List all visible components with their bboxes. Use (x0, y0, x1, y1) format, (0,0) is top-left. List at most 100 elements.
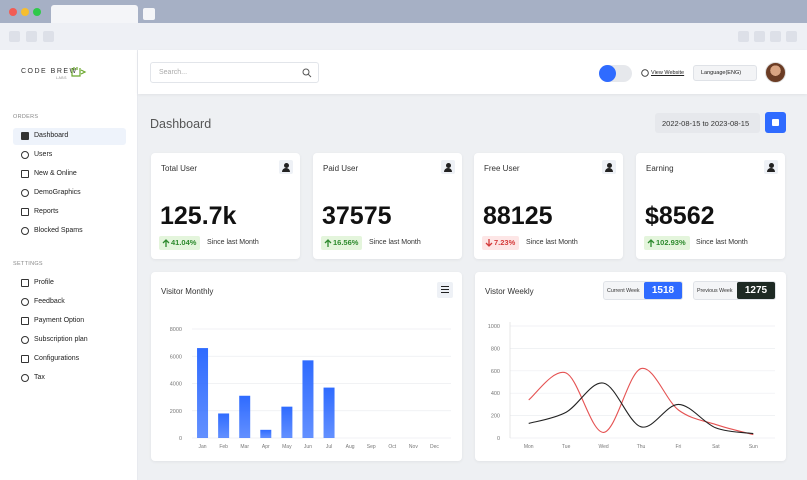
date-range[interactable]: 2022-08-15 to 2023-08-15 (655, 113, 760, 133)
toolbar-icon[interactable] (43, 31, 54, 42)
toolbar-icon[interactable] (26, 31, 37, 42)
stat-icon (764, 160, 778, 174)
y-tick-label: 800 (491, 346, 500, 352)
browser-top-bar (0, 0, 807, 23)
stat-note: Since last Month (369, 239, 421, 246)
nav-icon (21, 151, 29, 159)
calendar-button[interactable] (765, 112, 786, 133)
x-tick-label: Sun (749, 444, 758, 450)
nav-label: Tax (34, 374, 45, 381)
nav-icon (21, 355, 29, 363)
nav-item[interactable]: Users (13, 147, 126, 164)
close-dot[interactable] (9, 8, 17, 16)
x-tick-label: Jan (199, 444, 207, 450)
user-head (606, 162, 612, 168)
change-arrow (485, 239, 493, 247)
bar (197, 348, 209, 438)
search-placeholder: Search... (159, 69, 188, 76)
avatar[interactable] (765, 62, 786, 83)
stat-value: 37575 (322, 202, 392, 230)
toolbar-icon[interactable] (738, 31, 749, 42)
user-body (282, 168, 290, 172)
minimize-dot[interactable] (21, 8, 29, 16)
nav-item[interactable]: Profile (13, 275, 126, 292)
search-box[interactable]: Search... (150, 62, 319, 83)
stat-change: 41.04% (159, 236, 201, 250)
week-value: 1518 (651, 285, 675, 296)
nav-item[interactable]: Dashboard (13, 128, 126, 145)
y-tick-label: 400 (491, 391, 500, 397)
y-tick-label: 0 (179, 436, 182, 442)
stat-change: 7.23% (482, 236, 520, 250)
arrow (485, 239, 493, 247)
nav-item[interactable]: DemoGraphics (13, 185, 126, 202)
toolbar-icon[interactable] (9, 31, 20, 42)
sidebar (0, 50, 138, 480)
toolbar-icon[interactable] (754, 31, 765, 42)
theme-toggle[interactable] (599, 65, 632, 82)
y-tick-label: 2000 (170, 409, 182, 415)
language-select[interactable]: Language(ENG) (693, 65, 757, 81)
stat-icon (602, 160, 616, 174)
calendar-icon (772, 119, 779, 126)
bar (260, 429, 272, 438)
nav-label: DemoGraphics (34, 189, 81, 196)
change-arrow (324, 239, 332, 247)
logo-mark (71, 67, 87, 77)
change-text: 7.23% (494, 238, 516, 247)
nav-item[interactable]: Tax (13, 370, 126, 387)
x-tick-label: Tue (562, 444, 571, 450)
y-tick-label: 6000 (170, 354, 182, 360)
arrow (162, 239, 170, 247)
nav-item[interactable]: New & Online (13, 166, 126, 183)
user-body (605, 168, 613, 172)
stat-value: 125.7k (160, 202, 237, 230)
maximize-dot[interactable] (33, 8, 41, 16)
toolbar-icon[interactable] (786, 31, 797, 42)
line-series (528, 382, 754, 435)
search-glass (302, 68, 310, 76)
user-body (444, 168, 452, 172)
stat-icon (441, 160, 455, 174)
stat-card: Paid User 37575 16.56% Since last Month (313, 153, 462, 259)
nav-item[interactable]: Payment Option (13, 313, 126, 330)
view-website-link[interactable]: View Website (651, 70, 685, 76)
chart-menu-button[interactable] (437, 282, 453, 298)
nav-icon (21, 132, 29, 140)
x-tick-label: Feb (219, 444, 228, 450)
nav-icon (21, 317, 29, 325)
nav-item[interactable]: Subscription plan (13, 332, 126, 349)
bar (302, 360, 314, 438)
line-series (528, 367, 754, 436)
globe-icon (641, 69, 649, 77)
nav-item[interactable]: Configurations (13, 351, 126, 368)
stat-title: Free User (484, 164, 520, 173)
nav-icon (21, 208, 29, 216)
nav-item[interactable]: Reports (13, 204, 126, 221)
week-badge: Current Week 1518 (603, 281, 683, 300)
chart-plot: 0 2000 4000 6000 8000 Jan Feb Mar Apr May Jun Jul Au… (170, 327, 451, 450)
nav-icon (21, 189, 29, 197)
stat-note: Since last Month (526, 239, 578, 246)
x-tick-label: Aug (346, 444, 355, 450)
date-range-text: 2022-08-15 to 2023-08-15 (662, 119, 750, 128)
nav-label: Users (34, 151, 53, 158)
stat-title: Total User (161, 164, 198, 173)
toolbar-icon[interactable] (770, 31, 781, 42)
nav-item[interactable]: Blocked Spams (13, 223, 126, 240)
menu-bar (441, 289, 449, 291)
browser-tab[interactable] (51, 5, 138, 23)
stat-card: Free User 88125 7.23% Since last Month (474, 153, 623, 259)
y-tick-label: 1000 (488, 324, 500, 330)
nav-item[interactable]: Feedback (13, 294, 126, 311)
bar (323, 387, 335, 438)
menu-bar (441, 292, 449, 294)
week-label: Previous Week (697, 288, 733, 294)
bar (239, 395, 251, 438)
nav-label: Configurations (34, 355, 80, 362)
week-value-box: 1518 (644, 282, 682, 299)
y-tick-label: 8000 (170, 327, 182, 333)
x-tick-label: Sat (712, 444, 720, 450)
new-tab-button[interactable] (143, 8, 155, 20)
change-arrow (647, 239, 655, 247)
